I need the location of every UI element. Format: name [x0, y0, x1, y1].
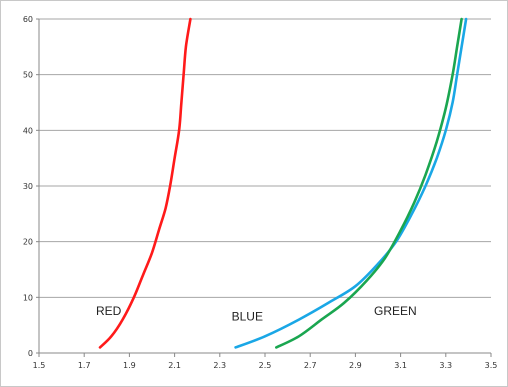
- x-tick-label: 2.1: [168, 361, 181, 370]
- x-tick-label: 2.7: [304, 361, 317, 370]
- y-tick-label: 60: [23, 15, 33, 24]
- x-tick-label: 3.1: [394, 361, 407, 370]
- x-tick-label: 2.3: [213, 361, 226, 370]
- x-tick-label: 2.5: [259, 361, 272, 370]
- series-line-red: [98, 17, 192, 349]
- y-tick-label: 50: [23, 71, 33, 80]
- series-annotations: RED BLUE GREEN: [96, 304, 417, 324]
- tick-labels: 0 10 20 30 40 50 60 1.5 1.7 1.9 2.1 2.3 2.5 2.7 2.9 3.1…: [23, 15, 498, 370]
- series-line-green: [275, 17, 463, 349]
- x-tick-label: 3.3: [439, 361, 452, 370]
- series-label-blue: BLUE: [232, 310, 263, 324]
- gridlines: [39, 18, 491, 298]
- axes: [36, 18, 492, 357]
- series-label-red: RED: [96, 304, 122, 318]
- series-lines: [98, 17, 468, 349]
- x-tick-label: 1.5: [33, 361, 46, 370]
- y-tick-label: 0: [28, 349, 33, 358]
- x-tick-label: 1.7: [78, 361, 91, 370]
- y-tick-label: 20: [23, 238, 33, 247]
- y-tick-label: 10: [23, 293, 33, 302]
- x-tick-label: 1.9: [123, 361, 136, 370]
- series-label-green: GREEN: [374, 304, 417, 318]
- series-line-blue: [234, 17, 468, 349]
- y-tick-label: 30: [23, 182, 33, 191]
- y-tick-label: 40: [23, 126, 33, 135]
- x-tick-label: 3.5: [485, 361, 498, 370]
- x-tick-label: 2.9: [349, 361, 362, 370]
